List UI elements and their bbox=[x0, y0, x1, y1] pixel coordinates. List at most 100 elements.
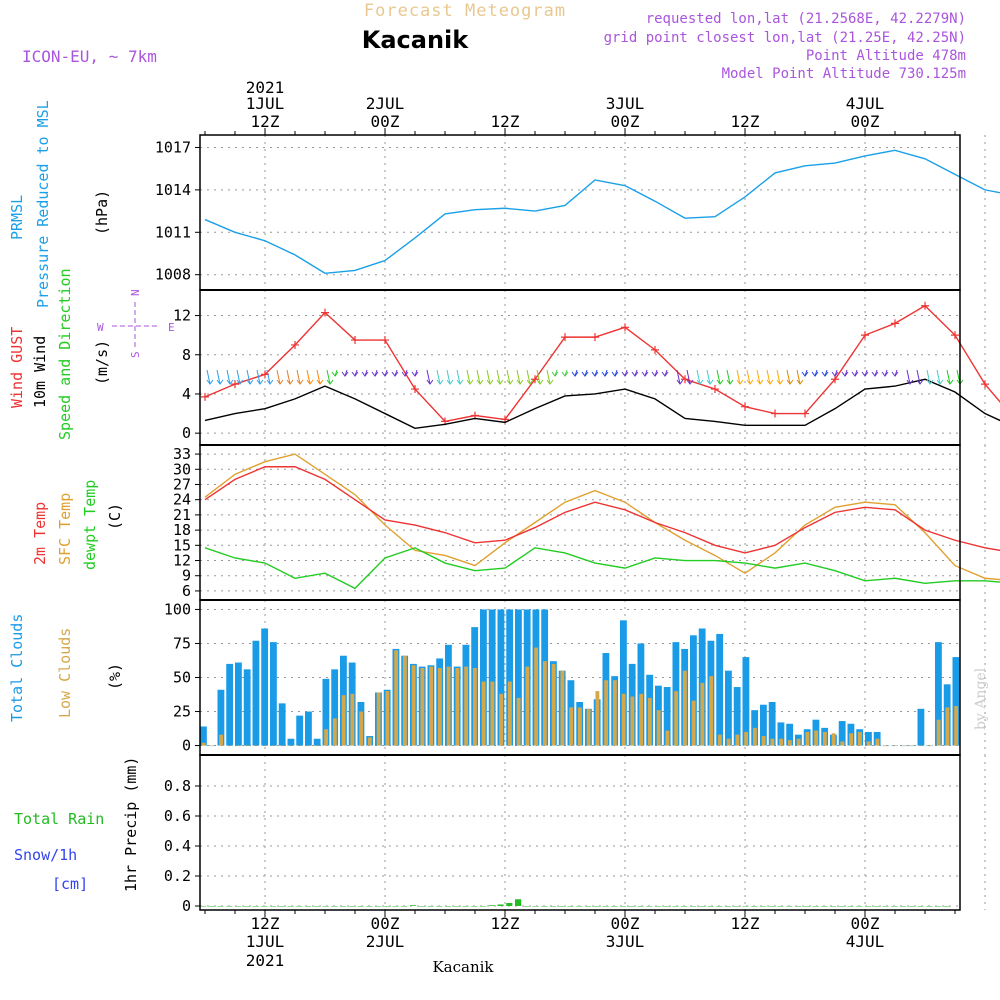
rain-bar bbox=[558, 906, 565, 907]
wind-direction-arrow bbox=[756, 369, 761, 385]
low-clouds-bar bbox=[262, 745, 267, 747]
total-clouds-bar bbox=[235, 662, 242, 746]
low-clouds-bar bbox=[752, 727, 757, 746]
wind-gust-point bbox=[651, 345, 659, 354]
low-clouds-bar bbox=[324, 729, 329, 746]
total-clouds-bar bbox=[278, 703, 286, 746]
wind-direction-arrowhead bbox=[546, 379, 554, 385]
wind-direction-arrowhead bbox=[236, 379, 244, 385]
low-clouds-bar bbox=[376, 692, 381, 746]
rain-bar bbox=[523, 906, 530, 907]
wind-direction-arrowhead bbox=[621, 371, 629, 377]
low-clouds-bar bbox=[779, 738, 784, 746]
wind-direction-arrowhead bbox=[581, 371, 589, 377]
top-axis-time: 00Z bbox=[611, 112, 640, 131]
low-clouds-bar bbox=[542, 661, 547, 746]
wind-direction-arrow bbox=[286, 369, 291, 385]
wind-direction-arrow bbox=[426, 369, 431, 385]
wind-direction-arrowhead bbox=[766, 379, 774, 385]
rain-bar bbox=[760, 906, 767, 907]
y-tick-label: 15 bbox=[173, 536, 191, 554]
pressure-line bbox=[204, 149, 1000, 274]
low-clouds-bar bbox=[691, 700, 696, 746]
rain-bar bbox=[235, 906, 242, 907]
rain-bar bbox=[270, 906, 277, 907]
rain-bar bbox=[882, 906, 889, 907]
wind-direction-arrowhead bbox=[641, 371, 649, 377]
wind-direction-arrow bbox=[546, 369, 551, 385]
low-clouds-bar bbox=[919, 745, 924, 747]
total-clouds-bar bbox=[200, 726, 207, 746]
low-clouds-bar bbox=[516, 697, 521, 746]
rain-bar bbox=[375, 906, 382, 907]
wind-gust-point bbox=[531, 375, 539, 384]
total-clouds-bar bbox=[777, 722, 785, 746]
rain-bar bbox=[795, 906, 802, 907]
y-tick-label: 1011 bbox=[155, 223, 191, 241]
wind-direction-arrowhead bbox=[476, 379, 484, 385]
bottom-axis-time: 12Z bbox=[491, 914, 520, 933]
wind-direction-arrowhead bbox=[916, 379, 924, 385]
wind-direction-arrowhead bbox=[216, 379, 224, 385]
label-low-clouds: Low Clouds bbox=[56, 628, 74, 718]
product-title: Forecast Meteogram bbox=[364, 1, 566, 21]
wind-direction-arrowhead bbox=[256, 379, 264, 385]
rain-bar bbox=[733, 906, 740, 907]
y-tick-label: 0.2 bbox=[164, 867, 191, 885]
wind-direction-arrow bbox=[486, 369, 491, 385]
top-axis-date: 4JUL bbox=[846, 94, 885, 113]
wind-direction-arrow bbox=[276, 369, 281, 385]
label-prmsl: PRMSL bbox=[8, 195, 26, 240]
total-clouds-bar bbox=[838, 721, 846, 746]
wind-direction-arrow bbox=[206, 369, 211, 385]
rain-bar bbox=[278, 906, 285, 907]
y-tick-label: 12 bbox=[173, 307, 191, 325]
rain-bar bbox=[830, 906, 837, 907]
rain-bar bbox=[401, 906, 408, 907]
rain-bar bbox=[296, 906, 303, 907]
wind-direction-arrow bbox=[466, 369, 471, 385]
wind-direction-arrowhead bbox=[276, 379, 284, 385]
wind-direction-arrow bbox=[316, 369, 321, 385]
low-clouds-bar bbox=[472, 667, 477, 746]
low-clouds-bar bbox=[700, 682, 705, 746]
y-tick-label: 0.8 bbox=[164, 777, 191, 795]
wind-direction-arrowhead bbox=[401, 371, 409, 377]
low-clouds-bar bbox=[481, 681, 486, 746]
rain-bar bbox=[550, 906, 557, 907]
rain-bar bbox=[777, 906, 784, 907]
y-tick-label: 0.4 bbox=[164, 837, 191, 855]
total-clouds-bar bbox=[331, 669, 339, 746]
label-dewpt-temp: dewpt Temp bbox=[81, 480, 99, 570]
compass-north: N bbox=[129, 289, 142, 296]
total-clouds-bar bbox=[305, 711, 312, 746]
wind-gust-point bbox=[771, 409, 779, 418]
low-clouds-bar bbox=[429, 666, 434, 746]
wind-direction-arrow bbox=[306, 369, 311, 385]
total-clouds-bar bbox=[488, 609, 496, 746]
y-tick-label: 9 bbox=[182, 567, 191, 585]
wind-direction-arrowhead bbox=[676, 379, 684, 385]
rain-bar bbox=[698, 906, 705, 907]
rain-bar bbox=[287, 906, 294, 907]
wind-gust-point bbox=[411, 385, 419, 394]
wind-gust-point bbox=[201, 392, 209, 401]
wind-gust-point bbox=[321, 308, 329, 317]
bottom-axis-year: 2021 bbox=[246, 951, 285, 970]
rain-bar bbox=[252, 906, 259, 907]
wind-direction-arrowhead bbox=[591, 371, 599, 377]
low-clouds-bar bbox=[437, 667, 442, 746]
low-clouds-bar bbox=[315, 745, 320, 747]
low-clouds-bar bbox=[936, 719, 941, 746]
wind-direction-arrow bbox=[926, 369, 931, 385]
rain-bar bbox=[497, 904, 504, 906]
low-clouds-bar bbox=[682, 670, 687, 746]
low-clouds-bar bbox=[621, 693, 626, 746]
rain-bar bbox=[506, 903, 513, 906]
wind-direction-arrowhead bbox=[786, 379, 794, 385]
wind-direction-arrow bbox=[496, 369, 501, 385]
rain-bar bbox=[725, 906, 732, 907]
low-clouds-bar bbox=[639, 693, 644, 746]
label-2m-temp: 2m Temp bbox=[31, 502, 49, 565]
rain-bar bbox=[410, 905, 417, 906]
